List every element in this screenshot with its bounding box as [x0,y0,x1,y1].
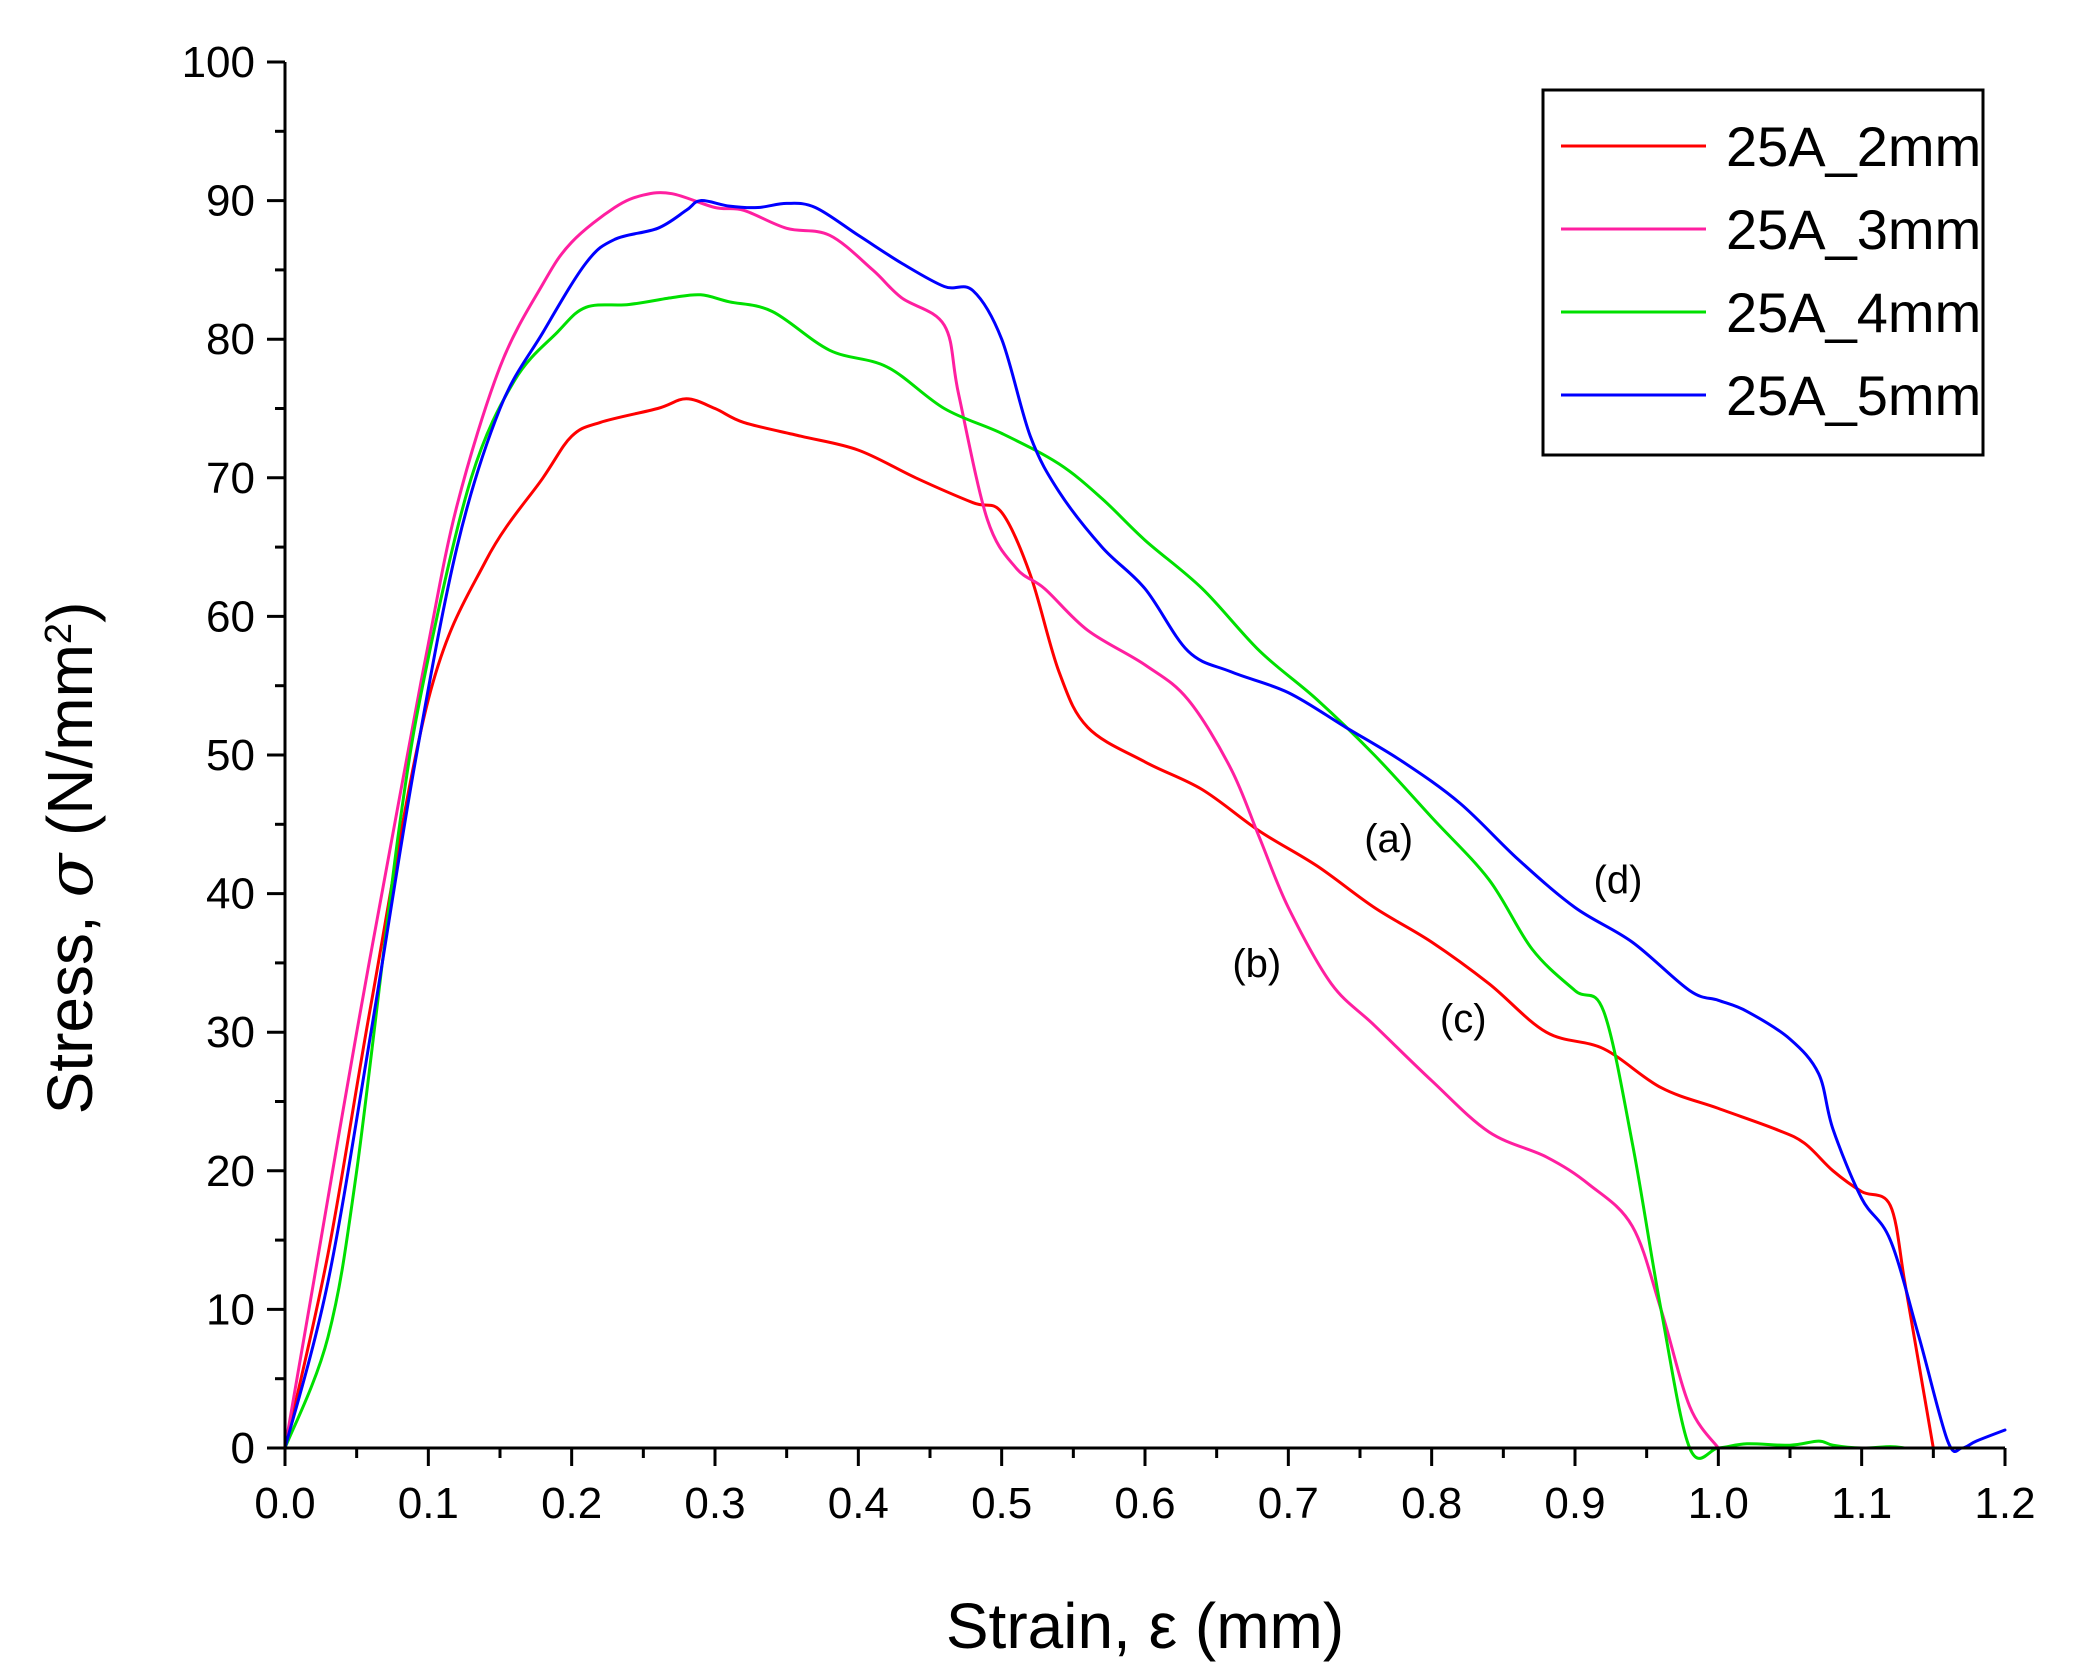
plot-area [283,191,2007,1460]
x-tick-label: 0.7 [1258,1479,1319,1528]
curve-annotation: (b) [1232,942,1281,986]
y-axis-title-symbol: σ [34,851,108,897]
y-tick-label: 50 [206,731,255,780]
series-line-25a_2mm [283,397,1935,1450]
curve-annotation: (d) [1594,859,1643,903]
y-axis-title-prefix: Stress, [34,897,106,1114]
x-tick-label: 0.8 [1401,1479,1462,1528]
y-tick-label: 10 [206,1285,255,1334]
y-axis-title-superscript: 2 [38,623,80,644]
x-axis-title: Strain, ε (mm) [946,1590,1344,1662]
x-tick-label: 0.2 [541,1479,602,1528]
series-line-25a_4mm [283,293,1907,1460]
legend-label: 25A_4mm [1726,281,1981,344]
x-tick-label: 0.3 [684,1479,745,1528]
y-axis-title-close: ) [34,602,106,623]
y-tick-label: 70 [206,454,255,503]
series-line-25a_3mm [283,191,1720,1450]
legend-label: 25A_2mm [1726,115,1981,178]
annotations: (a) (b) (c) (d) [1232,817,1642,1041]
legend-label: 25A_5mm [1726,364,1981,427]
curve-annotation: (a) [1364,817,1413,861]
y-tick-label: 80 [206,315,255,364]
x-tick-label: 0.5 [971,1479,1032,1528]
x-tick-label: 0.6 [1114,1479,1175,1528]
y-tick-label: 30 [206,1008,255,1057]
y-tick-label: 40 [206,870,255,919]
y-tick-label: 0 [231,1424,255,1473]
x-axis-ticks: 0.0 0.1 0.2 0.3 0.4 0.5 0.6 0.7 0.8 0.9 1.0 1.1 1.2 [254,1448,2036,1528]
x-tick-label: 0.4 [828,1479,889,1528]
y-tick-label: 20 [206,1147,255,1196]
y-axis-title: Stress, σ (N/mm2) [34,602,108,1115]
y-axis-title-unit: (N/mm [34,644,106,854]
series-line-25a_5mm [283,199,2007,1453]
legend: 25A_2mm 25A_3mm 25A_4mm 25A_5mm [1541,88,1985,457]
legend-label: 25A_3mm [1726,198,1981,261]
x-tick-label: 0.9 [1544,1479,1605,1528]
x-tick-label: 0.0 [254,1479,315,1528]
y-axis-ticks: 0 10 20 30 40 50 60 70 80 90 100 [182,38,285,1473]
y-tick-label: 100 [182,38,255,87]
x-tick-label: 1.1 [1831,1479,1892,1528]
x-tick-label: 1.0 [1688,1479,1749,1528]
y-tick-label: 60 [206,592,255,641]
x-tick-label: 0.1 [398,1479,459,1528]
x-tick-label: 1.2 [1974,1479,2035,1528]
y-tick-label: 90 [206,177,255,226]
curve-annotation: (c) [1440,997,1487,1041]
